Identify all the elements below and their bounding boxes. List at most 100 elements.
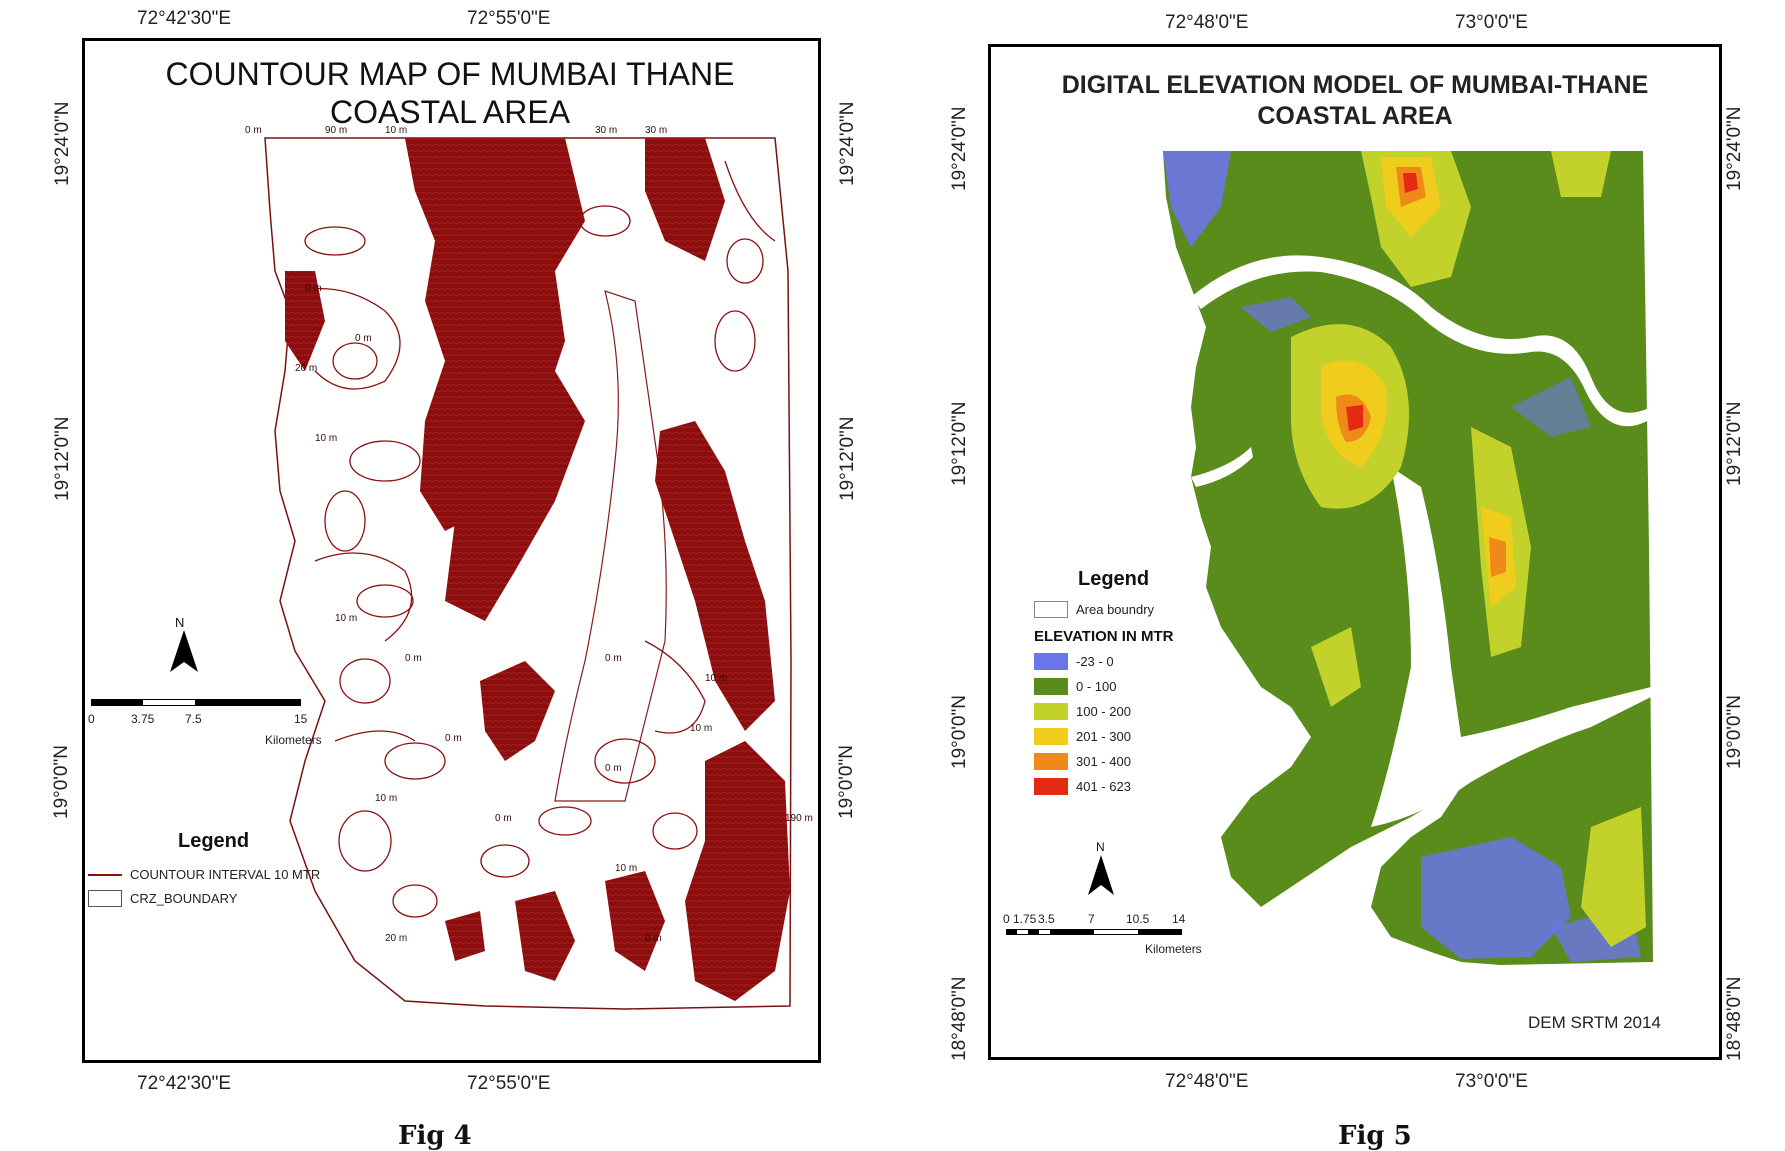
fig5-scale-label-5: 14 [1172, 912, 1186, 926]
fig5-scale-label-1: 1.75 [1013, 912, 1037, 926]
fig5-lat-tick-left-2: 19°12'0"N [949, 401, 970, 486]
fig4-lon-tick-bottom-1: 72°42'30"E [137, 1073, 232, 1094]
fig5-legend-class-3: 100 - 200 [1034, 703, 1131, 720]
fig4-legend-title: Legend [178, 830, 250, 852]
fig5-legend-class-2: 0 - 100 [1034, 678, 1116, 695]
fig5-legend-class-4: 201 - 300 [1034, 728, 1131, 745]
fig5-scale-label-3: 7 [1088, 912, 1095, 926]
boundary-swatch [88, 890, 122, 907]
fig5-legend-subtitle: ELEVATION IN MTR [1034, 628, 1174, 645]
fig4-lat-tick-right-3: 19°0'0"N [836, 745, 857, 819]
fig4-lon-tick-top-1: 72°42'30"E [137, 8, 232, 29]
fig4-scale-label-2: 7.5 [185, 712, 202, 726]
fig5-title-line1: DIGITAL ELEVATION MODEL OF MUMBAI-THANE [1061, 71, 1649, 99]
contour-label: 30 m [645, 125, 667, 136]
contour-label: 0 m [495, 813, 512, 824]
fig5-north-label: N [1096, 840, 1105, 854]
fig4-contour-map: 0 m 90 m 10 m 0 m 30 m 20 m 10 m 0 m 10 m 0 m 30 m… [245, 125, 813, 1010]
fig5-scale-bar [1006, 929, 1182, 935]
fig5-legend-class-1-label: -23 - 0 [1076, 654, 1114, 669]
swatch-class-3 [1034, 703, 1068, 720]
contour-label: 0 m [605, 653, 622, 664]
contour-label: 190 m [785, 813, 813, 824]
contour-label: 10 m [690, 723, 712, 734]
swatch-class-6 [1034, 778, 1068, 795]
fig4-north-label: N [175, 615, 185, 630]
fig5-lat-tick-left-1: 19°24'0"N [949, 106, 970, 191]
fig5-legend-class-6: 401 - 623 [1034, 778, 1131, 795]
fig4-title-line1: COUNTOUR MAP OF MUMBAI THANE [165, 56, 735, 92]
fig5-source-label: DEM SRTM 2014 [1528, 1013, 1661, 1032]
fig5-north-arrow-icon [1088, 855, 1114, 895]
fig4-lat-tick-left-3: 19°0'0"N [51, 745, 72, 819]
swatch-class-1 [1034, 653, 1068, 670]
fig4-lat-tick-right-2: 19°12'0"N [837, 416, 858, 501]
fig5-legend-class-4-label: 201 - 300 [1076, 729, 1131, 744]
contour-label: 10 m [705, 673, 727, 684]
contour-label: 0 m [245, 125, 262, 136]
fig4-scale-label-0: 0 [88, 712, 95, 726]
contour-label: 10 m [615, 863, 637, 874]
contour-label: 0 m [445, 733, 462, 744]
fig5-caption: Fig 5 [1338, 1121, 1412, 1151]
fig4-scale-bar [91, 699, 301, 706]
fig4-title: COUNTOUR MAP OF MUMBAI THANE COASTAL ARE… [120, 55, 780, 131]
contour-label: 10 m [335, 613, 357, 624]
contour-label: 20 m [295, 363, 317, 374]
fig5-legend-class-6-label: 401 - 623 [1076, 779, 1131, 794]
contour-label: 0 m [645, 933, 662, 944]
fig5-lon-tick-bottom-2: 73°0'0"E [1455, 1071, 1528, 1092]
contour-label: 0 m [605, 763, 622, 774]
contour-label: 10 m [385, 125, 407, 136]
fig5-lat-tick-right-2: 19°12'0"N [1724, 401, 1745, 486]
contour-label: 20 m [385, 933, 407, 944]
swatch-class-2 [1034, 678, 1068, 695]
fig5-scale-label-0: 0 [1003, 912, 1010, 926]
fig4-lat-tick-left-1: 19°24'0"N [52, 101, 73, 186]
fig5-legend-class-1: -23 - 0 [1034, 653, 1114, 670]
contour-label: 10 m [375, 793, 397, 804]
fig5-lat-tick-right-4: 18°48'0"N [1724, 976, 1745, 1061]
fig4-legend-contour-label: COUNTOUR INTERVAL 10 MTR [130, 867, 321, 882]
fig5-legend-class-2-label: 0 - 100 [1076, 679, 1117, 694]
fig4-north-arrow-icon [170, 630, 198, 672]
fig4-lat-tick-right-1: 19°24'0"N [837, 101, 858, 186]
swatch-class-4 [1034, 728, 1068, 745]
contour-label: 0 m [355, 333, 372, 344]
contour-label: 90 m [325, 125, 347, 136]
fig5-lon-tick-top-2: 73°0'0"E [1455, 12, 1528, 33]
fig5-scale-label-4: 10.5 [1126, 912, 1150, 926]
fig5-lon-tick-bottom-1: 72°48'0"E [1165, 1071, 1249, 1092]
contour-label: 30 m [595, 125, 617, 136]
fig5-legend-class-5: 301 - 400 [1034, 753, 1131, 770]
fig5-lat-tick-left-3: 19°0'0"N [949, 695, 970, 769]
fig5-lat-tick-right-1: 19°24'0"N [1724, 106, 1745, 191]
fig4-scale-unit: Kilometers [265, 733, 322, 747]
fig4-scale-label-1: 3.75 [131, 712, 155, 726]
fig5-legend-boundary-label: Area boundry [1076, 602, 1155, 617]
fig5-title: DIGITAL ELEVATION MODEL OF MUMBAI-THANE … [1010, 70, 1700, 132]
contour-label: 0 m [405, 653, 422, 664]
fig4-title-line2: COASTAL AREA [329, 94, 571, 130]
contour-line-swatch [88, 873, 122, 876]
fig5-legend-title: Legend [1078, 568, 1150, 590]
fig4-crz-boundary [264, 137, 792, 1010]
fig4-scale-label-3: 15 [294, 712, 308, 726]
fig5-lat-tick-right-3: 19°0'0"N [1724, 695, 1745, 769]
fig4-lon-tick-bottom-2: 72°55'0"E [467, 1073, 551, 1094]
contour-label: 10 m [315, 433, 337, 444]
fig5-lon-tick-top-1: 72°48'0"E [1165, 12, 1249, 33]
fig4-legend-boundary-label: CRZ_BOUNDARY [130, 891, 238, 906]
fig5-legend-class-3-label: 100 - 200 [1076, 704, 1131, 719]
fig4-legend-item-contour: COUNTOUR INTERVAL 10 MTR [88, 867, 320, 882]
fig4-lon-tick-top-2: 72°55'0"E [467, 8, 551, 29]
fig4-lat-tick-left-2: 19°12'0"N [52, 416, 73, 501]
fig5-title-line2: COASTAL AREA [1257, 102, 1453, 130]
fig5-scale-unit: Kilometers [1145, 942, 1202, 956]
fig5-dem-map [1163, 151, 1653, 965]
area-boundary-swatch [1034, 601, 1068, 618]
swatch-class-5 [1034, 753, 1068, 770]
fig5-legend-class-5-label: 301 - 400 [1076, 754, 1131, 769]
fig4-caption: Fig 4 [398, 1121, 472, 1151]
fig5-lat-tick-left-4: 18°48'0"N [949, 976, 970, 1061]
